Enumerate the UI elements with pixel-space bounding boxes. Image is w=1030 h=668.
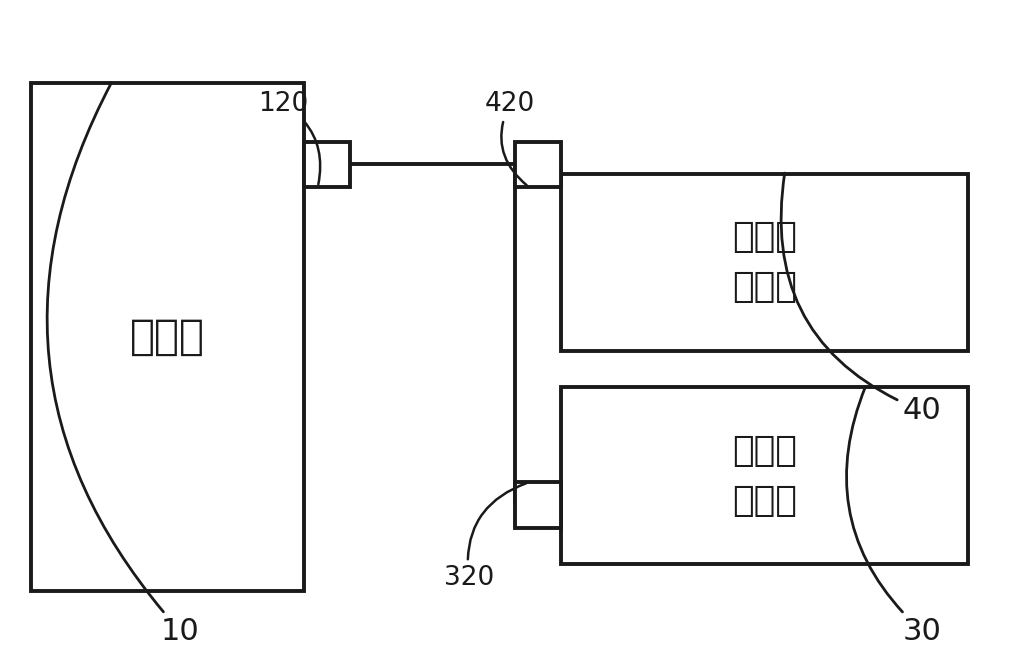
Text: 40: 40 [781,173,941,426]
Text: 第二外
围器件: 第二外 围器件 [732,434,797,518]
Text: 10: 10 [47,83,200,646]
Bar [561,387,968,564]
Text: 420: 420 [485,91,535,185]
Bar [561,174,968,351]
Bar [515,482,561,528]
Bar [31,84,304,591]
Text: 主器件: 主器件 [130,317,205,358]
Text: 30: 30 [847,387,941,646]
Text: 第一外
围器件: 第一外 围器件 [732,220,797,305]
Text: 120: 120 [259,91,320,184]
Text: 320: 320 [444,483,526,591]
Bar [304,142,350,187]
Bar [515,142,561,187]
